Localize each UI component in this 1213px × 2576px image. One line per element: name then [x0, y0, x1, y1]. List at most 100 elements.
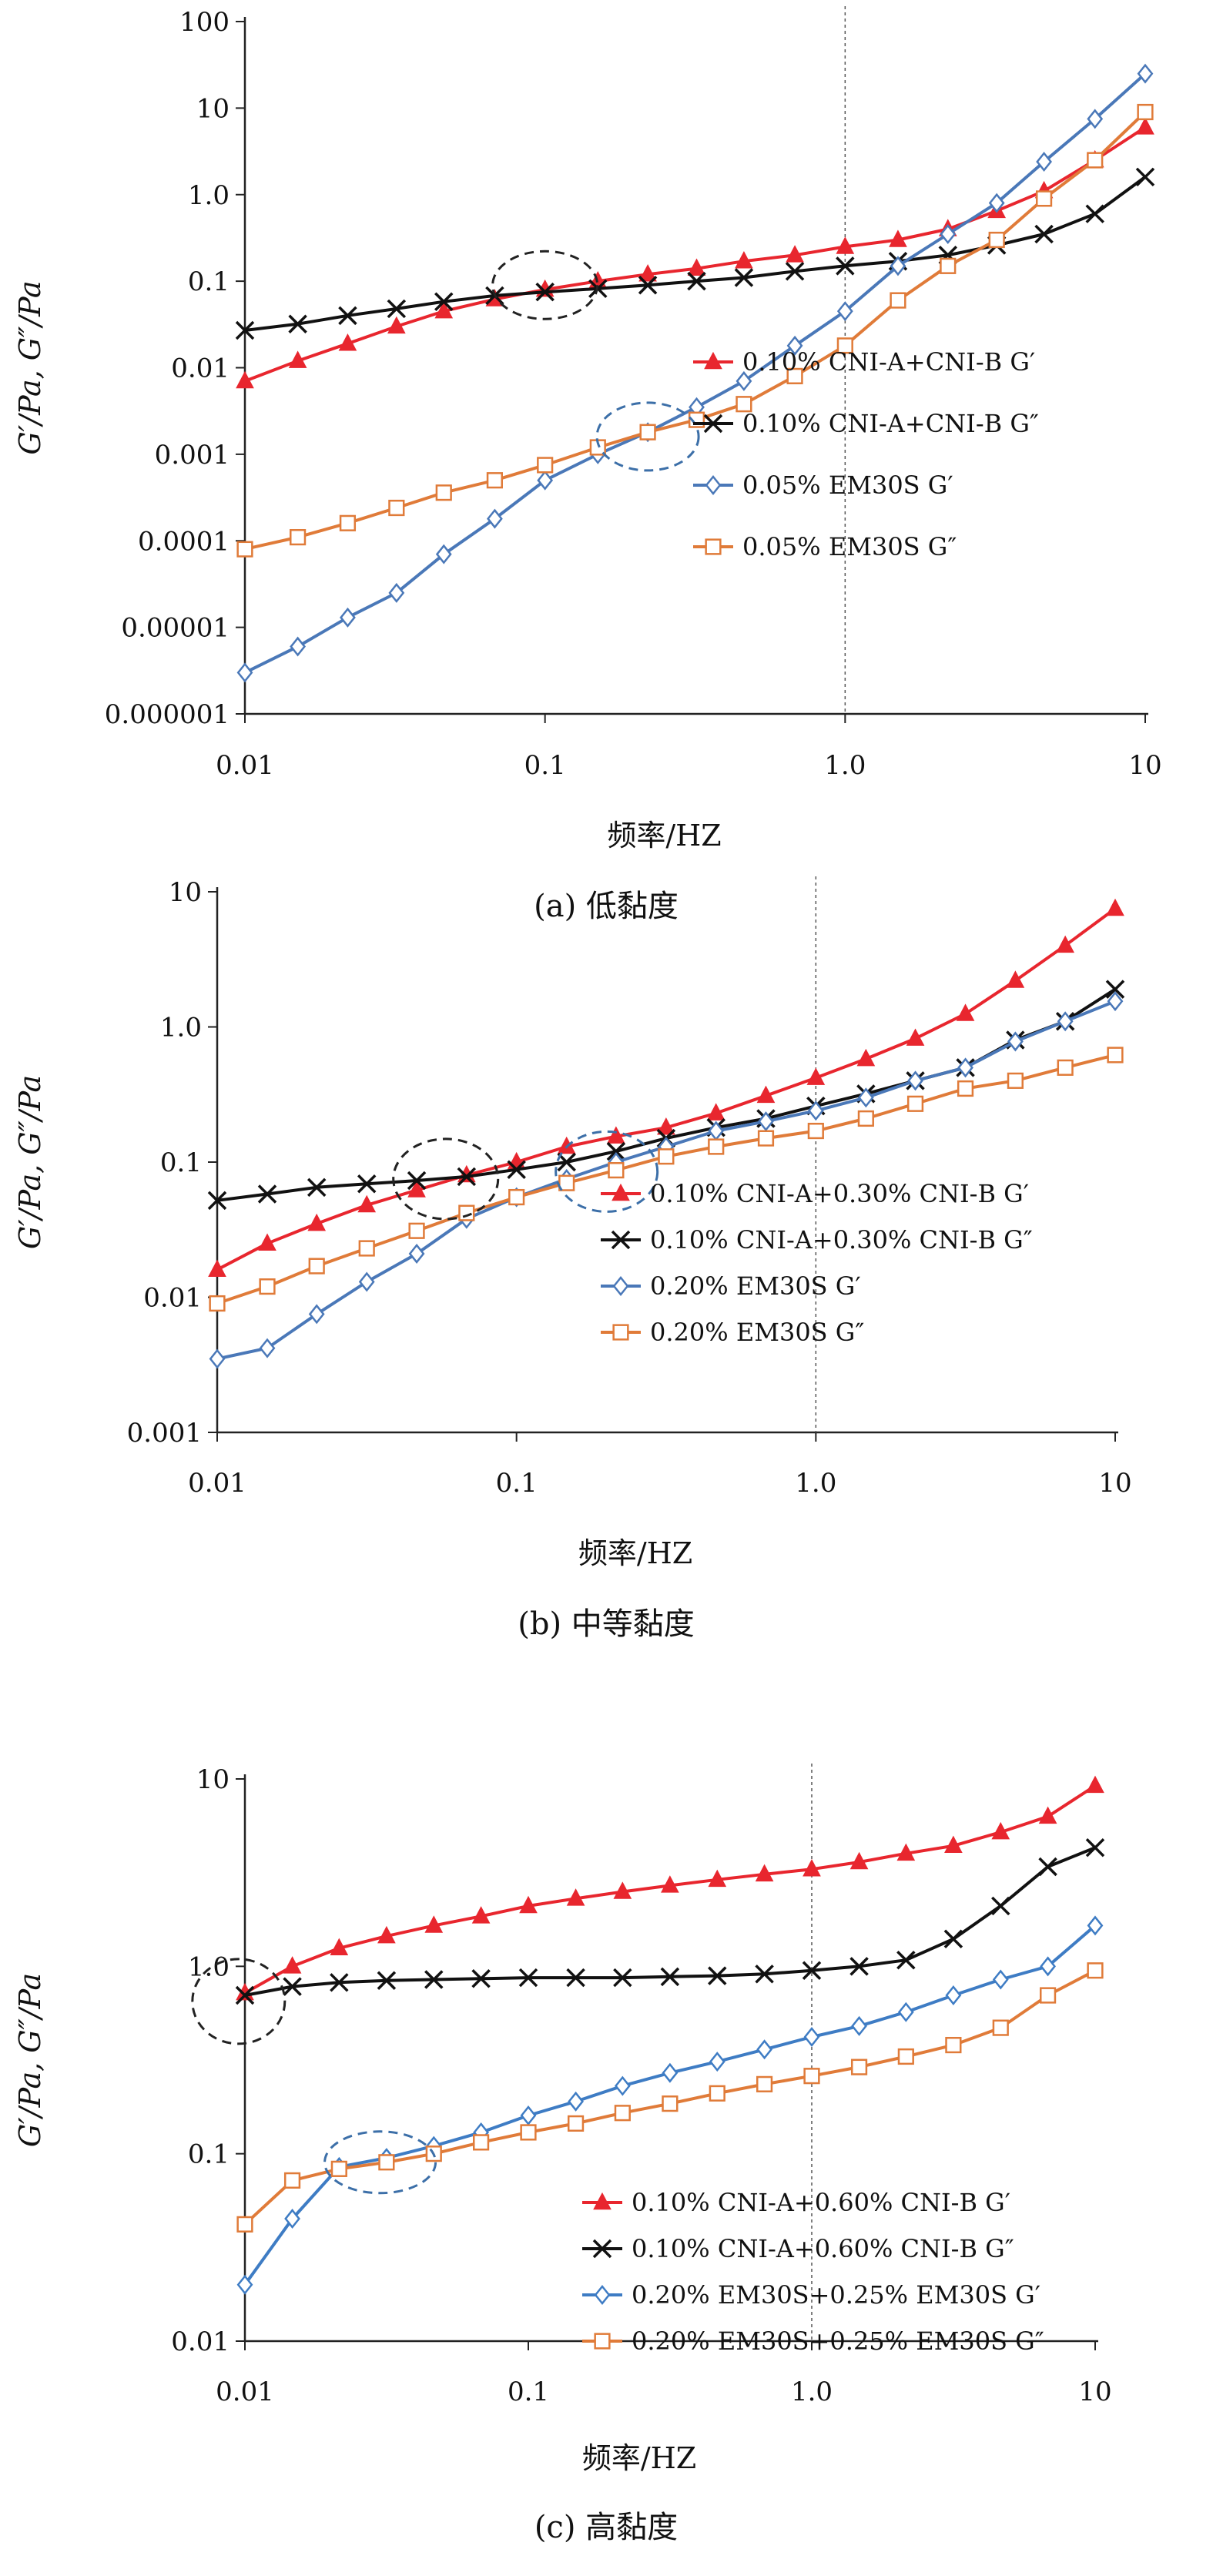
- series-4-point: [558, 1174, 575, 1191]
- series-2-point: [235, 320, 255, 340]
- series-2-line: [216, 987, 1117, 1202]
- series-4-point: [339, 514, 357, 531]
- series-2-point: [1105, 980, 1125, 999]
- series-2-line: [244, 1846, 1096, 1997]
- series-1-point: [849, 1851, 869, 1870]
- series-3-point: [988, 193, 1005, 213]
- series-1-point: [1006, 970, 1025, 988]
- legend-swatch-point: [592, 2239, 612, 2259]
- series-4-point: [1057, 1059, 1074, 1076]
- series-2-point: [207, 1191, 227, 1211]
- series-3-point: [957, 1057, 973, 1078]
- series-3-point: [1040, 1956, 1056, 1977]
- series-1-point: [485, 289, 504, 307]
- x-tick-label: 0.1: [496, 1468, 538, 1499]
- series-3-point: [537, 470, 554, 491]
- series-1-point: [1038, 1806, 1057, 1824]
- legend-label: 0.20% EM30S G″: [650, 1318, 864, 1347]
- x-tick-label: 0.1: [524, 750, 566, 781]
- series-3-point: [388, 582, 405, 603]
- series-3-point: [907, 1070, 923, 1091]
- series-4-point: [945, 2036, 962, 2054]
- series-1-point: [330, 1938, 349, 1956]
- legend: 0.10% CNI-A+CNI-B G′ 0.10% CNI-A+CNI-B G″…: [693, 347, 1039, 561]
- legend-label: 0.10% CNI-A+0.30% CNI-B G′: [650, 1179, 1029, 1208]
- series-2-point: [434, 292, 454, 311]
- series-4-point: [709, 2085, 725, 2102]
- series-1-point: [1136, 117, 1154, 135]
- series-1-point: [471, 1906, 491, 1924]
- series-1-point: [803, 1858, 821, 1877]
- chart-panel-b: 0.001 0.01 0.1 1.0 10 0.01 0.1 1.0 10 频率/HZ G′/Pa,…: [13, 876, 1132, 1642]
- legend-swatch-point: [594, 2333, 611, 2350]
- series-4-point: [236, 2216, 253, 2233]
- series-4-point: [992, 2019, 1009, 2036]
- legend-label: 0.05% EM30S G′: [742, 471, 953, 500]
- series-4-point: [330, 2160, 347, 2177]
- series-4-point: [786, 367, 803, 384]
- series-2-point: [1135, 167, 1155, 187]
- series-4-point: [658, 1148, 675, 1165]
- y-tick-label: 0.000001: [105, 699, 230, 730]
- x-tick-label: 10: [1078, 2377, 1111, 2407]
- series-2-point: [566, 1968, 585, 1988]
- legend: 0.10% CNI-A+0.30% CNI-B G′ 0.10% CNI-A+0.…: [601, 1179, 1033, 1347]
- series-2-point: [660, 1967, 680, 1987]
- series-4-point: [639, 424, 656, 440]
- series-1-point: [519, 1895, 538, 1914]
- series-2-point: [755, 1965, 774, 1984]
- legend-swatch-point: [612, 1183, 630, 1201]
- series-4-point: [890, 292, 906, 309]
- series-2-point: [708, 1966, 727, 1985]
- series-1-point: [687, 258, 706, 276]
- series-4-point: [1035, 190, 1053, 207]
- series-2: [235, 167, 1155, 340]
- series-4-point: [807, 1122, 824, 1140]
- series-3-point: [945, 1985, 962, 2006]
- x-tick-label: 10: [1098, 1468, 1131, 1499]
- series-3-point: [340, 607, 356, 628]
- series-3-point: [736, 370, 752, 391]
- series-4: [209, 1047, 1124, 1312]
- series-2-point: [734, 268, 754, 287]
- series-1-point: [661, 1875, 679, 1893]
- series-3-point: [662, 2062, 679, 2083]
- y-tick-label: 1.0: [188, 1951, 230, 1982]
- series-1-point: [1056, 935, 1074, 953]
- series-2-point: [288, 314, 307, 333]
- series-4-point: [408, 1222, 425, 1239]
- annotation-ellipse-1: [491, 250, 599, 320]
- series-1-point: [288, 350, 307, 368]
- legend-item: 0.05% EM30S G″: [693, 532, 957, 561]
- series-3-point: [236, 2274, 253, 2295]
- x-tick-label: 10: [1128, 750, 1161, 781]
- series-3-point: [1107, 991, 1124, 1012]
- series-4: [236, 103, 1154, 558]
- series-1-point: [424, 1915, 444, 1933]
- legend-swatch-point: [703, 414, 723, 434]
- series-2-point: [424, 1970, 444, 1989]
- series-1-point: [434, 300, 454, 319]
- series-1-point: [566, 1888, 585, 1906]
- series-1-point: [258, 1233, 276, 1251]
- legend-swatch-point: [611, 1230, 631, 1250]
- series-3-point: [758, 1111, 774, 1132]
- series-1-point: [1086, 1775, 1104, 1794]
- legend-item: 0.10% CNI-A+0.60% CNI-B G″: [582, 2234, 1014, 2263]
- series-2-point: [307, 1177, 327, 1198]
- y-tick-label: 0.01: [171, 353, 230, 384]
- series-4-point: [1087, 152, 1104, 169]
- series-2-point: [257, 1184, 277, 1204]
- legend-item: 0.20% EM30S G″: [601, 1318, 864, 1347]
- legend-label: 0.10% CNI-A+0.60% CNI-B G′: [632, 2188, 1010, 2217]
- legend-label: 0.20% EM30S G′: [650, 1271, 861, 1301]
- series-1-line: [244, 126, 1147, 383]
- series-3-point: [209, 1348, 226, 1369]
- series-4-point: [290, 528, 307, 546]
- y-tick-label: 0.00001: [121, 613, 230, 644]
- series-2-point: [896, 1950, 916, 1970]
- series-1-line: [216, 907, 1117, 1271]
- series-1-point: [236, 1982, 254, 2001]
- x-tick-label: 0.1: [508, 2377, 549, 2407]
